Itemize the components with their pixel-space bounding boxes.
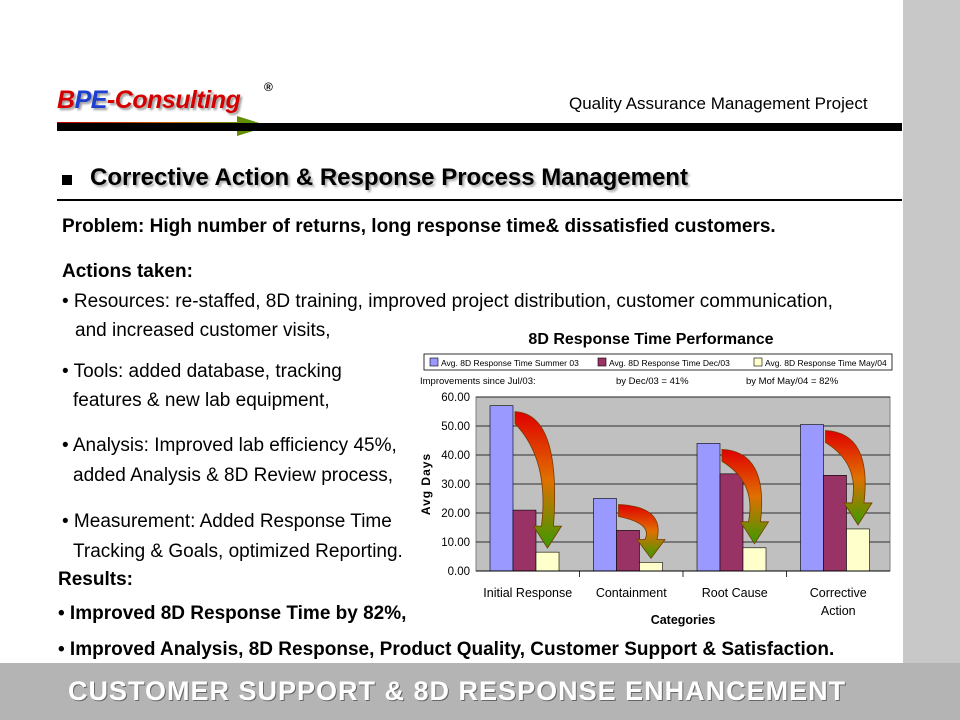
x-tick-label: Containment (596, 586, 667, 600)
legend-label: Avg. 8D Response Time Summer 03 (441, 358, 579, 368)
actions-analysis-line2: added Analysis & 8D Review process, (73, 465, 393, 486)
chart-title: 8D Response Time Performance (528, 331, 774, 348)
y-axis-label: Avg Days (419, 453, 433, 515)
legend-swatch (753, 357, 763, 367)
bar (616, 530, 640, 572)
x-tick-label: Initial Response (483, 586, 572, 600)
bar (800, 424, 824, 572)
side-decor-bar (903, 0, 960, 663)
chart-annotation: Improvements since Jul/03: (420, 376, 536, 387)
x-axis-label: Categories (651, 613, 716, 627)
x-tick-label-line1: Corrective (810, 586, 867, 600)
y-tick-label: 0.00 (448, 566, 470, 578)
results-item-1: • Improved 8D Response Time by 82%, (58, 603, 407, 624)
y-tick-label: 40.00 (441, 450, 470, 462)
chart-container: Avg. 8D Response Time Summer 03 Avg. 8D R… (416, 352, 896, 641)
bullet-square-icon (62, 175, 72, 185)
y-tick-label: 50.00 (441, 421, 470, 433)
actions-measurement-line1: • Measurement: Added Response Time (62, 511, 392, 532)
header-rule (57, 123, 902, 131)
improvement-arrow-icon (721, 448, 770, 545)
actions-tools-line1: • Tools: added database, tracking (62, 361, 342, 382)
response-time-chart: Avg. 8D Response Time Summer 03 Avg. 8D R… (419, 353, 893, 627)
bar (719, 473, 744, 572)
chart-annotation: by Dec/03 = 41% (616, 376, 689, 387)
legend-swatch (429, 357, 439, 367)
actions-resources-line2: and increased customer visits, (75, 320, 331, 341)
actions-measurement-line2: Tracking & Goals, optimized Reporting. (73, 541, 403, 562)
section-rule (57, 199, 902, 201)
y-tick-label: 60.00 (441, 392, 470, 404)
bar (742, 547, 767, 572)
chart-legend (423, 353, 893, 371)
improvement-arrow-icon (618, 504, 666, 559)
section-heading: Corrective Action & Response Process Man… (62, 164, 688, 192)
legend-label: Avg. 8D Response Time Dec/03 (609, 358, 730, 368)
bar (593, 498, 617, 572)
legend-label: Avg. 8D Response Time May/04 (765, 358, 887, 368)
improvement-arrow-icon (514, 411, 563, 549)
project-title: Quality Assurance Management Project (569, 94, 868, 113)
registered-mark: ® (264, 80, 273, 94)
bar (512, 509, 537, 572)
legend-swatch (597, 357, 607, 367)
chart-annotation: by Mof May/04 = 82% (746, 376, 839, 387)
actions-resources-line1: • Resources: re-staffed, 8D training, im… (62, 291, 833, 312)
bar (696, 443, 721, 572)
y-tick-label: 10.00 (441, 537, 470, 549)
problem-statement: Problem: High number of returns, long re… (62, 216, 776, 237)
logo-letter-p: P (74, 86, 92, 114)
results-heading: Results: (58, 569, 133, 590)
actions-analysis-line1: • Analysis: Improved lab efficiency 45%, (62, 435, 397, 456)
logo-letter-b: B (57, 86, 75, 114)
logo-rest: -Consulting (106, 86, 241, 114)
improvement-arrow-icon (825, 430, 873, 526)
section-title: Corrective Action & Response Process Man… (90, 164, 688, 191)
logo-letter-e: E (90, 86, 108, 114)
results-item-2: • Improved Analysis, 8D Response, Produc… (58, 639, 835, 660)
y-tick-label: 30.00 (441, 479, 470, 491)
actions-tools-line2: features & new lab equipment, (73, 390, 330, 411)
footer-banner: CUSTOMER SUPPORT & 8D RESPONSE ENHANCEME… (0, 663, 960, 720)
bar (846, 528, 870, 572)
y-tick-label: 20.00 (441, 508, 470, 520)
x-tick-label-line2: Action (821, 604, 856, 618)
bar (639, 562, 663, 572)
footer-title: CUSTOMER SUPPORT & 8D RESPONSE ENHANCEME… (68, 676, 847, 706)
brand-logo: BPE-Consulting (57, 86, 241, 115)
x-tick-label: Root Cause (702, 586, 768, 600)
actions-heading: Actions taken: (62, 261, 193, 282)
bar (489, 405, 514, 572)
bar (823, 475, 847, 572)
bar (535, 551, 560, 572)
